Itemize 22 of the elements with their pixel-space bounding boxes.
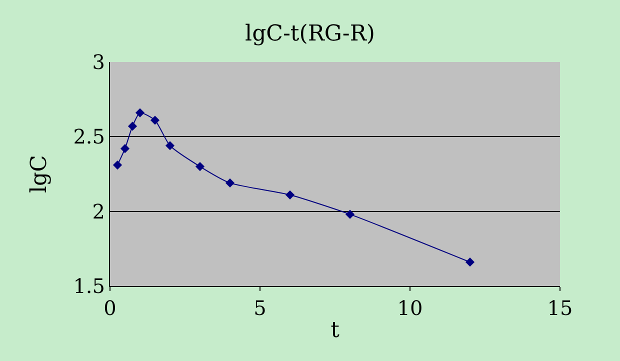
point xyxy=(165,141,175,150)
point xyxy=(195,162,205,172)
point xyxy=(120,144,130,154)
point xyxy=(285,190,295,200)
x-axis-title: t xyxy=(330,318,340,343)
chart-title: lgC-t(RG-R) xyxy=(245,22,375,47)
x-tick-label: 15 xyxy=(547,296,573,320)
y-tick-label: 3 xyxy=(92,50,105,74)
point xyxy=(345,210,355,219)
point xyxy=(150,116,160,125)
y-tick-label: 2 xyxy=(92,199,105,224)
y-tick-label: 2.5 xyxy=(73,124,105,149)
y-axis-title: lgC xyxy=(26,155,52,193)
point xyxy=(135,108,145,118)
x-tick-label: 5 xyxy=(254,296,266,320)
x-tick-label: 10 xyxy=(397,296,423,320)
y-tick-label: 1.5 xyxy=(73,274,105,298)
x-tick-label: 0 xyxy=(104,296,116,320)
point xyxy=(225,178,235,188)
point xyxy=(112,160,122,170)
point xyxy=(465,258,475,267)
point xyxy=(128,122,138,131)
